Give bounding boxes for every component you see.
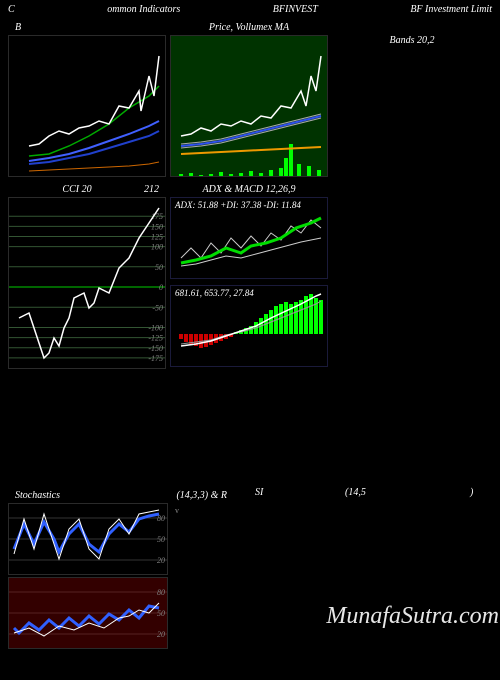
panel-cci: CCI 20 212 175150125100500-50-100-125-15… xyxy=(8,197,166,369)
header-row: C ommon Indicators BFINVEST BF Investmen… xyxy=(0,0,500,19)
svg-text:-150: -150 xyxy=(148,344,163,353)
svg-text:20: 20 xyxy=(157,556,165,565)
hdr-cr: BFINVEST xyxy=(273,4,318,15)
title-price-vol: Price, Vollumex MA xyxy=(171,22,327,33)
svg-text:20: 20 xyxy=(157,630,165,639)
svg-text:681.61, 653.77, 27.84: 681.61, 653.77, 27.84 xyxy=(175,288,254,298)
title-stoch: Stochastics xyxy=(15,490,60,501)
chart-bollinger xyxy=(9,36,165,176)
panel-bollinger: B xyxy=(8,35,166,177)
chart-stochastics: 805020 xyxy=(9,504,167,574)
label-14-5: (14,5 xyxy=(345,487,366,498)
svg-text:50: 50 xyxy=(155,263,163,272)
svg-text:50: 50 xyxy=(157,609,165,618)
title-adx-macd: ADX & MACD 12,26,9 xyxy=(171,184,327,195)
svg-text:-50: -50 xyxy=(152,303,163,312)
label-si: SI xyxy=(255,487,263,498)
svg-text:150: 150 xyxy=(151,222,163,231)
label-paren: ) xyxy=(470,487,473,498)
svg-text:-100: -100 xyxy=(148,324,163,333)
hdr-cl: ommon Indicators xyxy=(107,4,180,15)
chart-price-volume xyxy=(171,36,327,176)
svg-text:100: 100 xyxy=(151,243,163,252)
panel-price-volume: Price, Vollumex MA xyxy=(170,35,328,177)
label-bands: Bands 20,2 xyxy=(332,35,492,177)
panel-rsi-like: 80 50 20 xyxy=(8,577,168,649)
title-stoch-r: (14,3,3) & R xyxy=(176,490,227,501)
svg-text:50: 50 xyxy=(157,535,165,544)
chart-macd: 681.61, 653.77, 27.84 xyxy=(171,286,327,366)
value-cci: 212 xyxy=(144,184,159,195)
svg-text:-125: -125 xyxy=(148,334,163,343)
svg-text:80: 80 xyxy=(157,588,165,597)
hdr-left: C xyxy=(8,4,15,15)
svg-text:125: 125 xyxy=(151,232,163,241)
svg-text:-175: -175 xyxy=(148,354,163,363)
title-cci: CCI 20 xyxy=(0,184,165,195)
panel-macd: 681.61, 653.77, 27.84 xyxy=(170,285,328,367)
hdr-right: BF Investment Limit xyxy=(410,4,492,15)
chart-rsi: 80 50 20 xyxy=(9,578,167,648)
chart-adx: ADX: 51.88 +DI: 37.38 -DI: 11.84 xyxy=(171,198,327,278)
label-tiny-v: v xyxy=(175,506,179,515)
panel-adx: ADX & MACD 12,26,9 ADX: 51.88 +DI: 37.38… xyxy=(170,197,328,279)
panel-stochastics: Stochastics (14,3,3) & R 805020 xyxy=(8,503,168,575)
svg-text:ADX: 51.88 +DI: 37.38 -DI:: ADX: 51.88 +DI: 37.38 -DI: 11.84 xyxy=(174,200,301,210)
title-b: B xyxy=(15,22,21,33)
svg-text:0: 0 xyxy=(159,283,163,292)
chart-cci: 175150125100500-50-100-125-150-175 xyxy=(9,198,165,368)
